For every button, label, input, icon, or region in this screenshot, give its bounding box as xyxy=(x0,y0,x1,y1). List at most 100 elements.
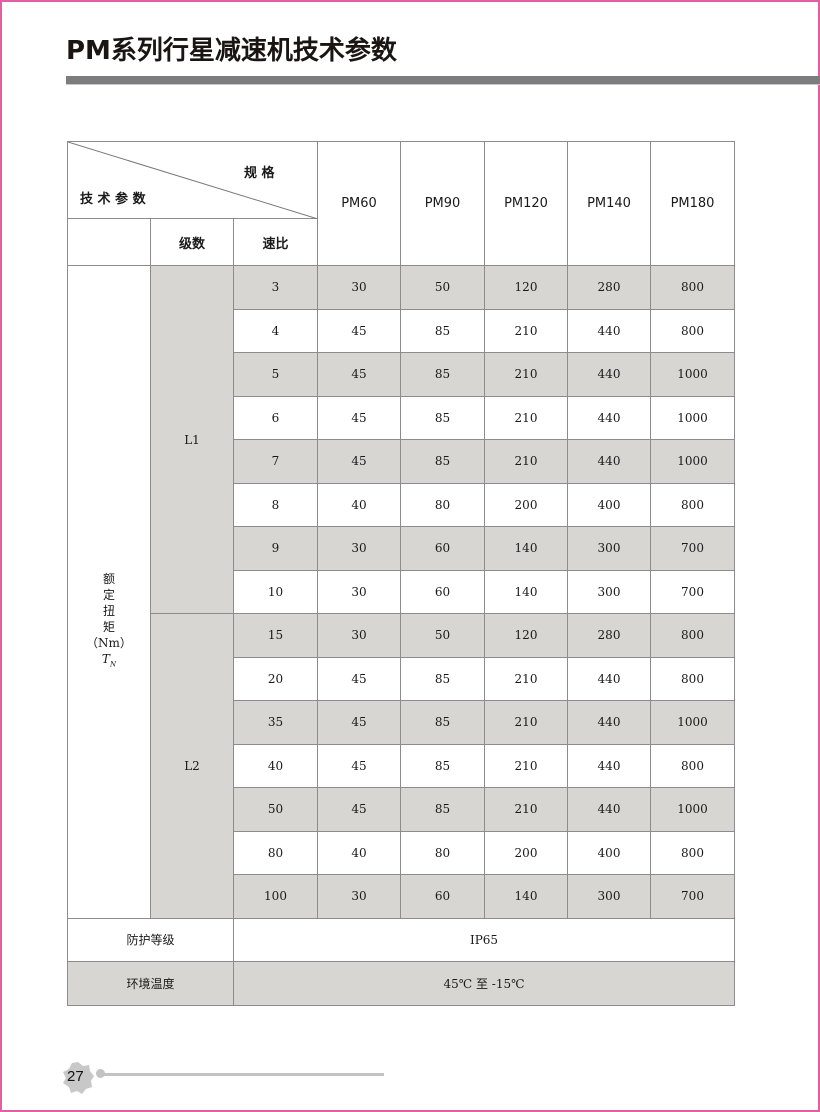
torque-value-cell: 700 xyxy=(650,526,735,571)
torque-label-char: 矩 xyxy=(102,620,115,635)
torque-value-cell: 200 xyxy=(484,482,568,527)
torque-value-cell: 30 xyxy=(317,613,401,658)
torque-value-cell: 800 xyxy=(650,743,735,788)
torque-value-cell: 30 xyxy=(317,526,401,571)
torque-value-cell: 50 xyxy=(400,265,485,310)
diagonal-header-cell: 规 格 技 术 参 数 xyxy=(67,141,318,219)
torque-unit: （Nm） xyxy=(86,636,132,651)
torque-value-cell: 140 xyxy=(484,569,568,614)
ratio-cell: 20 xyxy=(233,656,318,701)
temperature-row: 环境温度 45℃ 至 -15℃ xyxy=(67,961,735,1006)
torque-value-cell: 30 xyxy=(317,874,401,919)
torque-value-cell: 210 xyxy=(484,787,568,832)
torque-value-cell: 700 xyxy=(650,874,735,919)
page-title: PM系列行星减速机技术参数 xyxy=(66,36,397,66)
torque-value-cell: 800 xyxy=(650,830,735,875)
table-row: 100 30 60 140 300 700 xyxy=(68,874,735,919)
torque-value-cell: 85 xyxy=(400,308,485,353)
torque-value-cell: 800 xyxy=(650,482,735,527)
torque-value-cell: 440 xyxy=(567,352,651,397)
model-header: PM140 xyxy=(567,141,651,266)
torque-label-char: 扭 xyxy=(102,604,115,619)
torque-value-cell: 210 xyxy=(484,352,568,397)
torque-value-cell: 60 xyxy=(400,526,485,571)
torque-value-cell: 45 xyxy=(317,439,401,484)
ratio-cell: 35 xyxy=(233,700,318,745)
table-row: 50 45 85 210 440 1000 xyxy=(68,787,735,832)
torque-value-cell: 85 xyxy=(400,700,485,745)
torque-value-cell: 210 xyxy=(484,308,568,353)
table-row: 7 45 85 210 440 1000 xyxy=(68,439,735,484)
torque-value-cell: 800 xyxy=(650,656,735,701)
torque-value-cell: 120 xyxy=(484,265,568,310)
torque-value-cell: 1000 xyxy=(650,395,735,440)
gear-icon xyxy=(63,1062,94,1094)
torque-value-cell: 45 xyxy=(317,395,401,440)
table-row: L2 15 30 50 120 280 800 xyxy=(68,613,735,919)
torque-value-cell: 30 xyxy=(317,265,401,310)
ratio-cell: 6 xyxy=(233,395,318,440)
torque-value-cell: 120 xyxy=(484,613,568,658)
torque-value-cell: 85 xyxy=(400,395,485,440)
torque-value-cell: 440 xyxy=(567,656,651,701)
torque-symbol: T xyxy=(101,652,110,667)
protection-label: 防护等级 xyxy=(67,917,234,962)
torque-value-cell: 140 xyxy=(484,874,568,919)
ratio-cell: 3 xyxy=(233,265,318,310)
torque-value-cell: 440 xyxy=(567,743,651,788)
table-row: 8 40 80 200 400 800 xyxy=(68,482,735,527)
spec-label: 规 格 xyxy=(244,166,275,181)
torque-value-cell: 50 xyxy=(400,613,485,658)
torque-value-cell: 1000 xyxy=(650,352,735,397)
table-row: 35 45 85 210 440 1000 xyxy=(68,700,735,745)
stage-cell: L1 xyxy=(150,265,234,614)
spec-table: 规 格 技 术 参 数 PM60 PM90 PM120 PM140 PM180 … xyxy=(67,141,735,1006)
ratio-cell: 10 xyxy=(233,569,318,614)
torque-value-cell: 85 xyxy=(400,787,485,832)
torque-value-cell: 280 xyxy=(567,265,651,310)
table-row: 80 40 80 200 400 800 xyxy=(68,830,735,875)
torque-value-cell: 85 xyxy=(400,352,485,397)
torque-value-cell: 30 xyxy=(317,569,401,614)
temperature-value: 45℃ 至 -15℃ xyxy=(233,961,735,1006)
torque-label-char: 额 xyxy=(102,572,115,587)
torque-value-cell: 440 xyxy=(567,308,651,353)
temperature-label: 环境温度 xyxy=(67,961,234,1006)
torque-label: 额定扭矩（Nm） TN xyxy=(86,571,132,672)
torque-value-cell: 80 xyxy=(400,830,485,875)
stage-header: 级数 xyxy=(150,218,234,266)
torque-value-cell: 45 xyxy=(317,308,401,353)
ratio-header: 速比 xyxy=(233,218,318,266)
torque-value-cell: 45 xyxy=(317,352,401,397)
torque-value-cell: 440 xyxy=(567,700,651,745)
torque-value-cell: 1000 xyxy=(650,700,735,745)
torque-value-cell: 210 xyxy=(484,395,568,440)
ratio-cell: 15 xyxy=(233,613,318,658)
ratio-cell: 7 xyxy=(233,439,318,484)
torque-value-cell: 440 xyxy=(567,395,651,440)
torque-value-cell: 200 xyxy=(484,830,568,875)
torque-value-cell: 85 xyxy=(400,743,485,788)
diagonal-line xyxy=(68,142,318,219)
table-row: 10 30 60 140 300 700 xyxy=(68,569,735,614)
table-row: 20 45 85 210 440 800 xyxy=(68,656,735,701)
torque-value-cell: 210 xyxy=(484,656,568,701)
torque-value-cell: 300 xyxy=(567,874,651,919)
torque-value-cell: 45 xyxy=(317,743,401,788)
torque-value-cell: 800 xyxy=(650,308,735,353)
ratio-cell: 9 xyxy=(233,526,318,571)
torque-value-cell: 440 xyxy=(567,439,651,484)
table-row: 4 45 85 210 440 800 xyxy=(68,308,735,353)
table-row: 6 45 85 210 440 1000 xyxy=(68,395,735,440)
torque-label-cell: 额定扭矩（Nm） TN xyxy=(67,265,151,919)
table-row: 额定扭矩（Nm） TN L1 3 30 50 120 280 800 xyxy=(67,265,735,919)
torque-value-cell: 45 xyxy=(317,656,401,701)
torque-value-cell: 800 xyxy=(650,265,735,310)
ratio-cell: 40 xyxy=(233,743,318,788)
model-header: PM90 xyxy=(400,141,485,266)
table-row: 9 30 60 140 300 700 xyxy=(68,526,735,571)
model-header: PM120 xyxy=(484,141,568,266)
torque-value-cell: 1000 xyxy=(650,439,735,484)
torque-value-cell: 80 xyxy=(400,482,485,527)
